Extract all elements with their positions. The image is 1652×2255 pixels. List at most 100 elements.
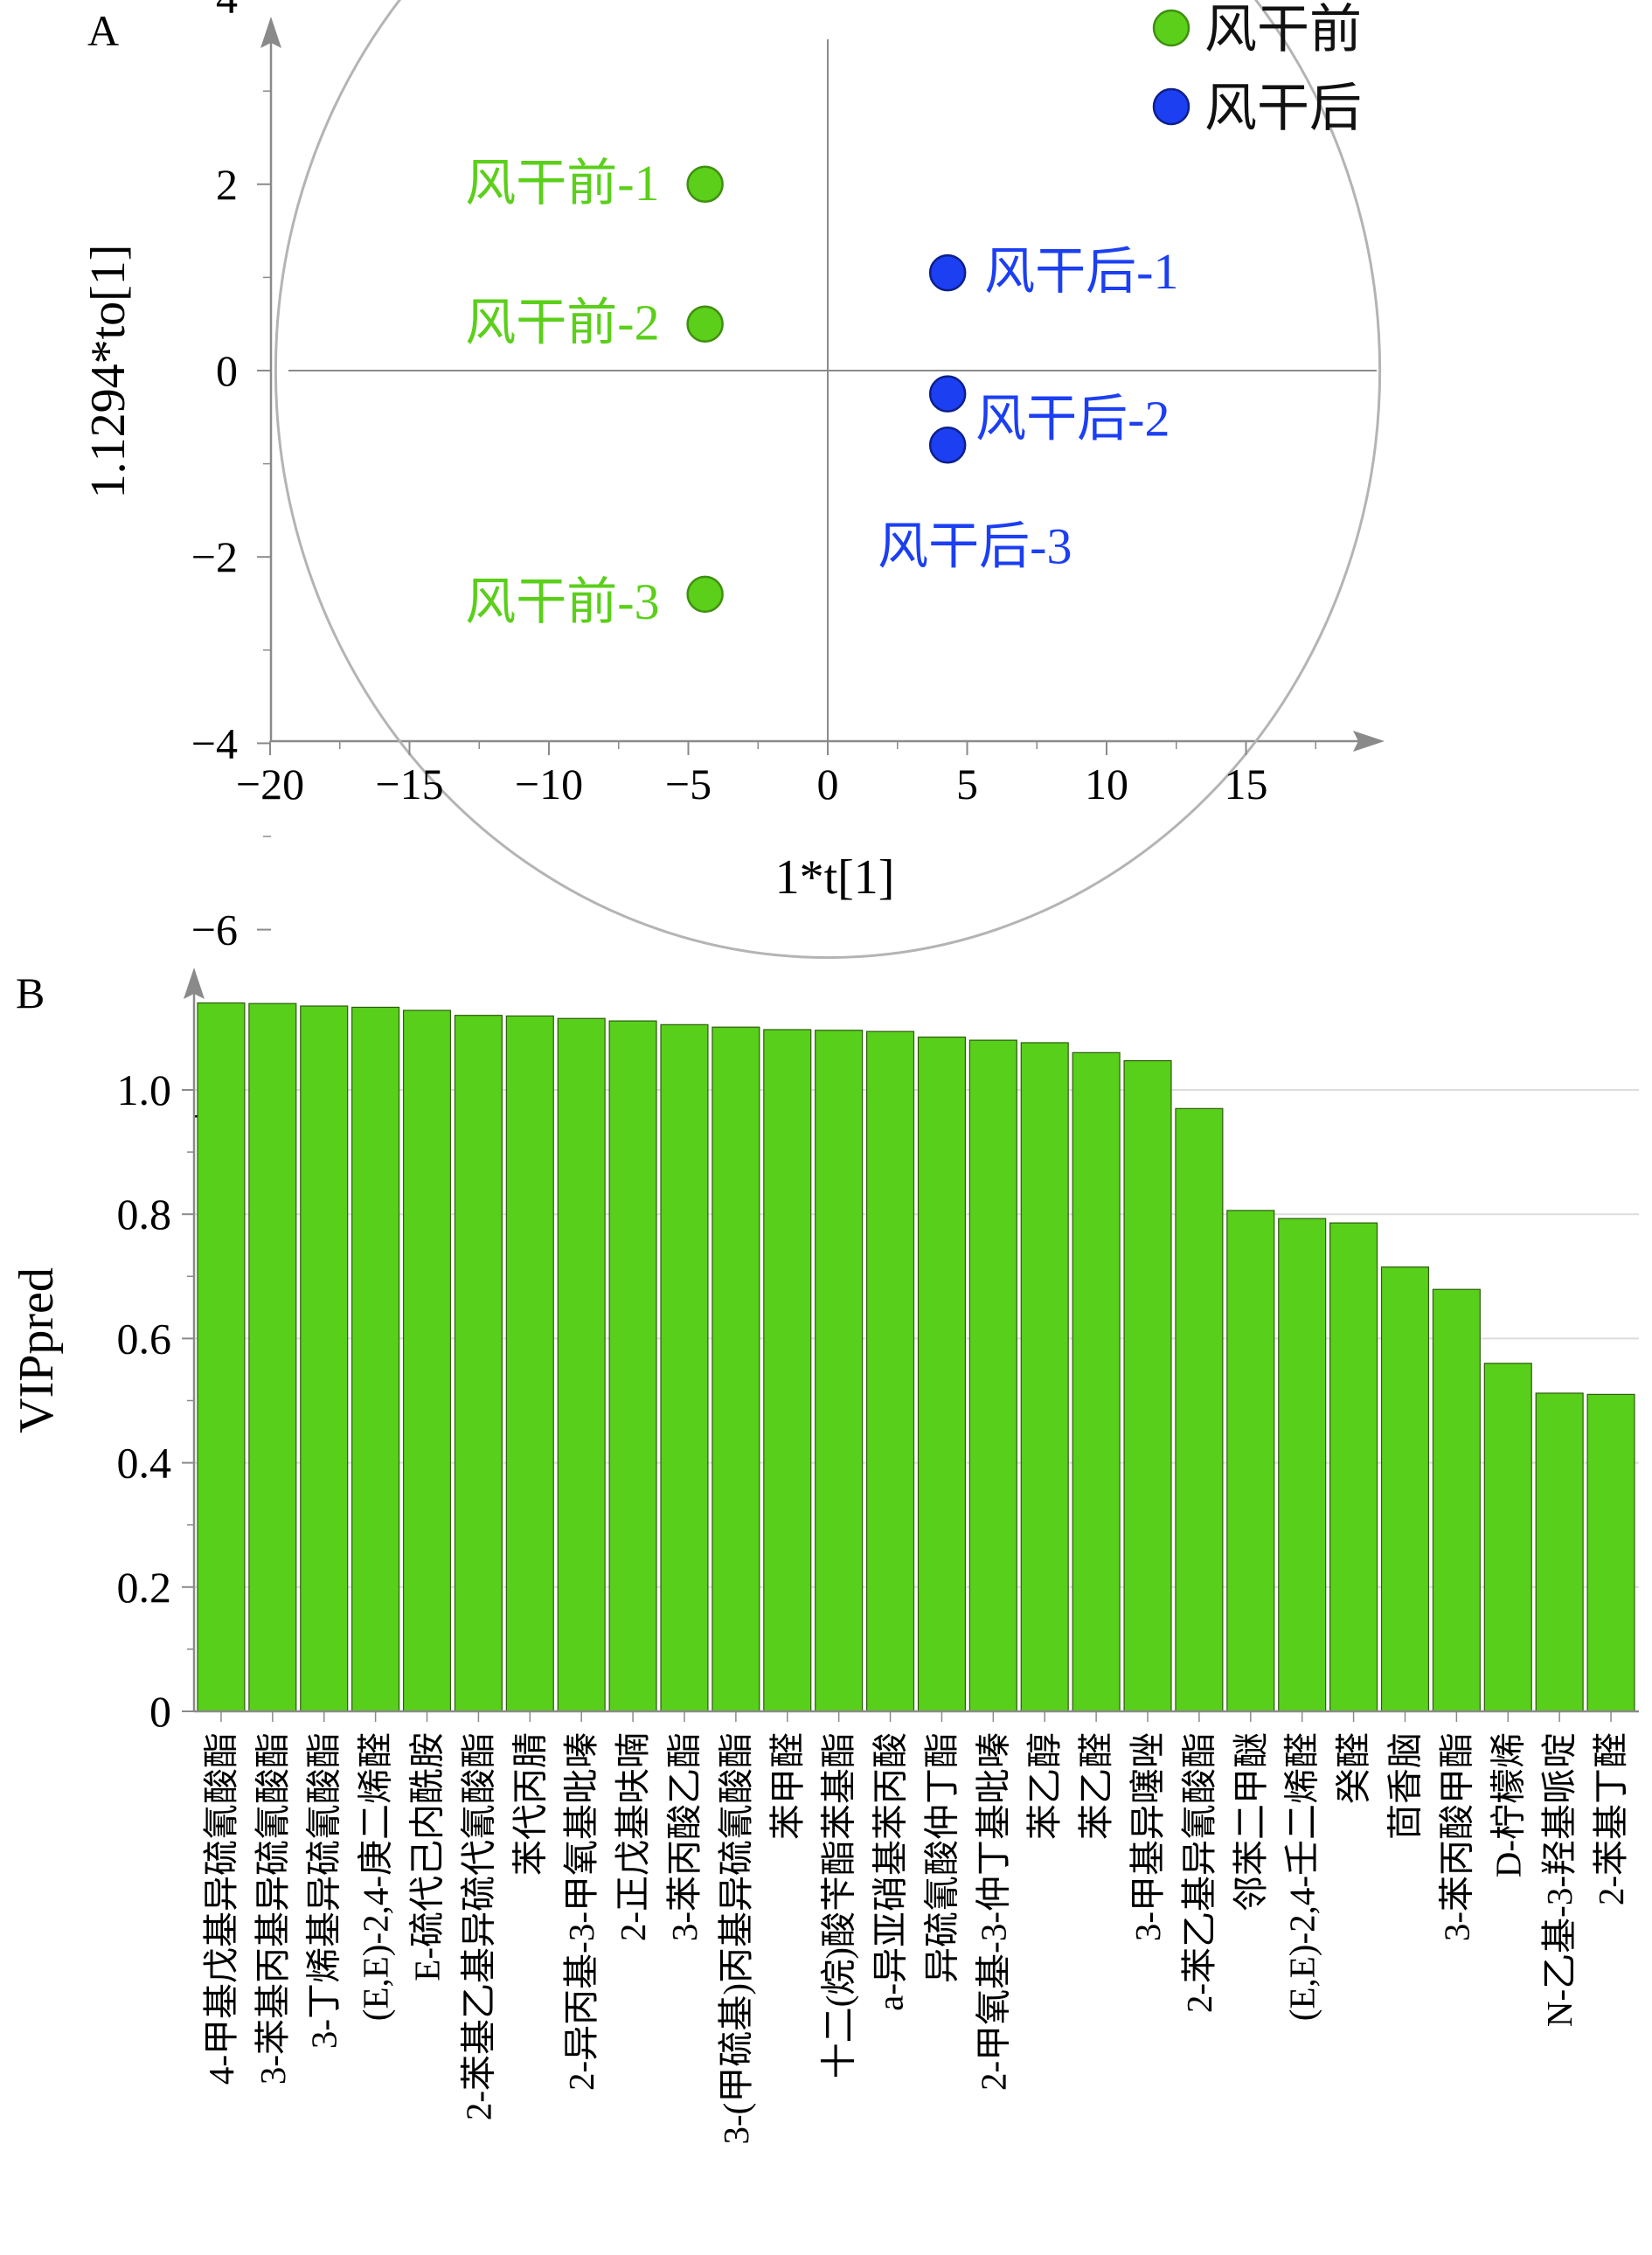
panel-b-bar	[815, 1030, 864, 1712]
panel-b-bar	[351, 1006, 400, 1712]
panel-b-bar	[1329, 1222, 1378, 1712]
panel-b-category-label: 茴香脑	[1385, 1732, 1425, 1840]
panel-b-category-label: 苯乙醛	[1076, 1732, 1116, 1840]
panel-a-y-tick-label: 0	[216, 346, 238, 395]
panel-b-category-label: 2-苯乙基异氰酸酯	[1179, 1732, 1219, 2013]
panel-a-point	[686, 165, 724, 204]
panel-a-x-tick-label: 0	[817, 760, 839, 808]
panel-b-category-label: (E,E)-2,4-壬二烯醛	[1282, 1732, 1322, 2021]
panel-b-bar	[557, 1017, 606, 1712]
panel-a-y-tick-label: 4	[216, 0, 238, 23]
panel-a-letter: A	[87, 6, 119, 55]
panel-b-category-label: 3-丁烯基异硫氰酸酯	[304, 1732, 344, 2049]
panel-b-category-label: 癸醛	[1334, 1732, 1374, 1804]
panel-b-bar	[1072, 1051, 1121, 1712]
panel-a-point-label: 风干前-1	[465, 155, 659, 212]
panel-a-y-axis-label: 1.1294*to[1]	[81, 245, 135, 499]
panel-b-bar	[608, 1020, 657, 1712]
panel-a-x-tick-label: −5	[665, 760, 711, 808]
panel-a-y-tick-label: −2	[191, 532, 238, 581]
panel-a-confidence-ellipse	[274, 0, 1381, 959]
panel-b-category-label: (E,E)-2,4-庚二烯醛	[356, 1732, 396, 2021]
panel-a-point	[928, 253, 967, 292]
panel-b-y-axis-label: VIPpred	[10, 1267, 64, 1433]
panel-b-category-label: 2-异丙基-3-甲氧基吡嗪	[561, 1732, 601, 2091]
panel-a-point-label: 风干后-1	[984, 243, 1178, 300]
panel-b-letter: B	[16, 968, 45, 1017]
panel-a-y-tick-label: −6	[191, 905, 238, 954]
panel-b-y-tick-label: 0.4	[117, 1439, 172, 1488]
panel-b-bar	[1123, 1059, 1172, 1712]
panel-b-bar	[1380, 1266, 1430, 1712]
panel-a-legend-label: 风干后	[1204, 80, 1362, 137]
panel-a-point-label: 风干后-3	[878, 517, 1072, 574]
panel-b-y-tick-label: 0	[149, 1687, 171, 1736]
panel-b-category-label: D-柠檬烯	[1488, 1732, 1528, 1877]
panel-a-y-tick-label: 2	[216, 160, 238, 209]
panel-a-x-tick-label: −10	[515, 760, 583, 808]
panel-b-bar	[1535, 1392, 1584, 1712]
panel-a-x-axis-arrow	[1353, 731, 1385, 752]
panel-b-bar	[660, 1023, 709, 1712]
panel-b-category-label: 4-甲基戊基异硫氰酸酯	[201, 1732, 241, 2085]
panel-b-bar	[248, 1003, 297, 1712]
panel-b-category-label: 邻苯二甲醚	[1231, 1732, 1271, 1912]
panel-a-point	[928, 427, 967, 464]
panel-b-category-label: 苯甲醛	[767, 1732, 808, 1840]
panel-a-x-tick-label: −20	[236, 760, 304, 808]
panel-b-category-label: 2-苯基丁醛	[1591, 1732, 1631, 1905]
panel-b-y-tick-label: 0.2	[117, 1563, 172, 1612]
panel-b-bar	[402, 1010, 452, 1712]
panel-b-bar	[197, 1002, 246, 1712]
panel-b-category-label: 2-甲氧基-3-仲丁基吡嗪	[973, 1732, 1013, 2091]
panel-b-bar	[763, 1029, 812, 1712]
panel-b-y-axis-arrow	[184, 968, 205, 999]
panel-a-point-label: 风干前-3	[465, 573, 659, 630]
panel-a-legend-label: 风干前	[1204, 1, 1362, 59]
panel-a-x-tick-label: −15	[375, 760, 443, 808]
panel-b-category-label: 十二(烷)酸苄酯苯基酯	[819, 1732, 859, 2078]
panel-a-legend-marker	[1152, 87, 1190, 126]
panel-a-y-axis-arrow	[260, 17, 281, 48]
panel-b-category-label: 苯乙醇	[1024, 1732, 1065, 1840]
panel-b-y-tick-label: 1.0	[117, 1065, 172, 1114]
panel-b-bar	[1020, 1042, 1069, 1712]
panel-a-point	[928, 375, 967, 413]
panel-b-bar-chart: B 0 0.2 0.4 0.6 0.8 1.0 4-甲基戊基异硫氰酸酯 3-苯基丙基异硫氰酸…	[10, 968, 1639, 2144]
panel-a-point	[686, 305, 724, 343]
panel-b-bar	[1278, 1218, 1327, 1712]
panel-b-bar	[1175, 1107, 1224, 1712]
panel-b-bar	[505, 1015, 554, 1712]
panel-b-category-label: 3-苯丙酸甲酯	[1436, 1732, 1476, 1941]
panel-a-x-tick-label: 10	[1085, 760, 1128, 808]
panel-a-legend-marker	[1152, 9, 1190, 47]
panel-b-category-label: N-乙基-3-羟基哌啶	[1539, 1732, 1579, 2027]
panel-b-category-label: 3-甲基异噻唑	[1128, 1732, 1168, 1941]
panel-b-bar	[300, 1005, 349, 1712]
panel-b-category-label: 3-(甲硫基)丙基异硫氰酸酯	[716, 1732, 756, 2144]
panel-a-x-tick-label: 5	[956, 760, 978, 808]
panel-b-bar	[1483, 1363, 1532, 1712]
panel-a-point-label: 风干前-2	[465, 295, 659, 351]
panel-b-bar	[454, 1015, 503, 1712]
panel-b-category-label: 2-正戊基呋喃	[613, 1732, 653, 1941]
panel-b-bar	[1432, 1288, 1481, 1712]
panel-b-bar	[968, 1039, 1017, 1712]
panel-b-category-label: 2-苯基乙基异硫代氰酸酯	[458, 1732, 498, 2120]
panel-a-point-label: 风干后-2	[975, 391, 1170, 448]
panel-a-x-tick-label: 15	[1225, 760, 1268, 808]
panel-b-category-label: E-硫代己内酰胺	[407, 1732, 448, 1981]
panel-a-y-tick-label: −4	[191, 718, 238, 767]
panel-b-category-label: a-异亚硝基苯丙酸	[871, 1732, 911, 2011]
panel-a-x-axis-label: 1*t[1]	[775, 850, 895, 905]
panel-b-category-label: 3-苯基丙基异硫氰酸酯	[253, 1732, 293, 2085]
panel-a-point	[686, 575, 724, 614]
panel-b-category-label: 异硫氰酸仲丁酯	[921, 1732, 961, 1983]
panel-b-bar	[1586, 1393, 1635, 1712]
panel-b-y-tick-label: 0.6	[117, 1314, 172, 1363]
panel-b-bar	[917, 1036, 966, 1712]
panel-b-category-label: 3-苯丙酸乙酯	[664, 1732, 705, 1941]
panel-b-y-tick-label: 0.8	[117, 1190, 172, 1239]
